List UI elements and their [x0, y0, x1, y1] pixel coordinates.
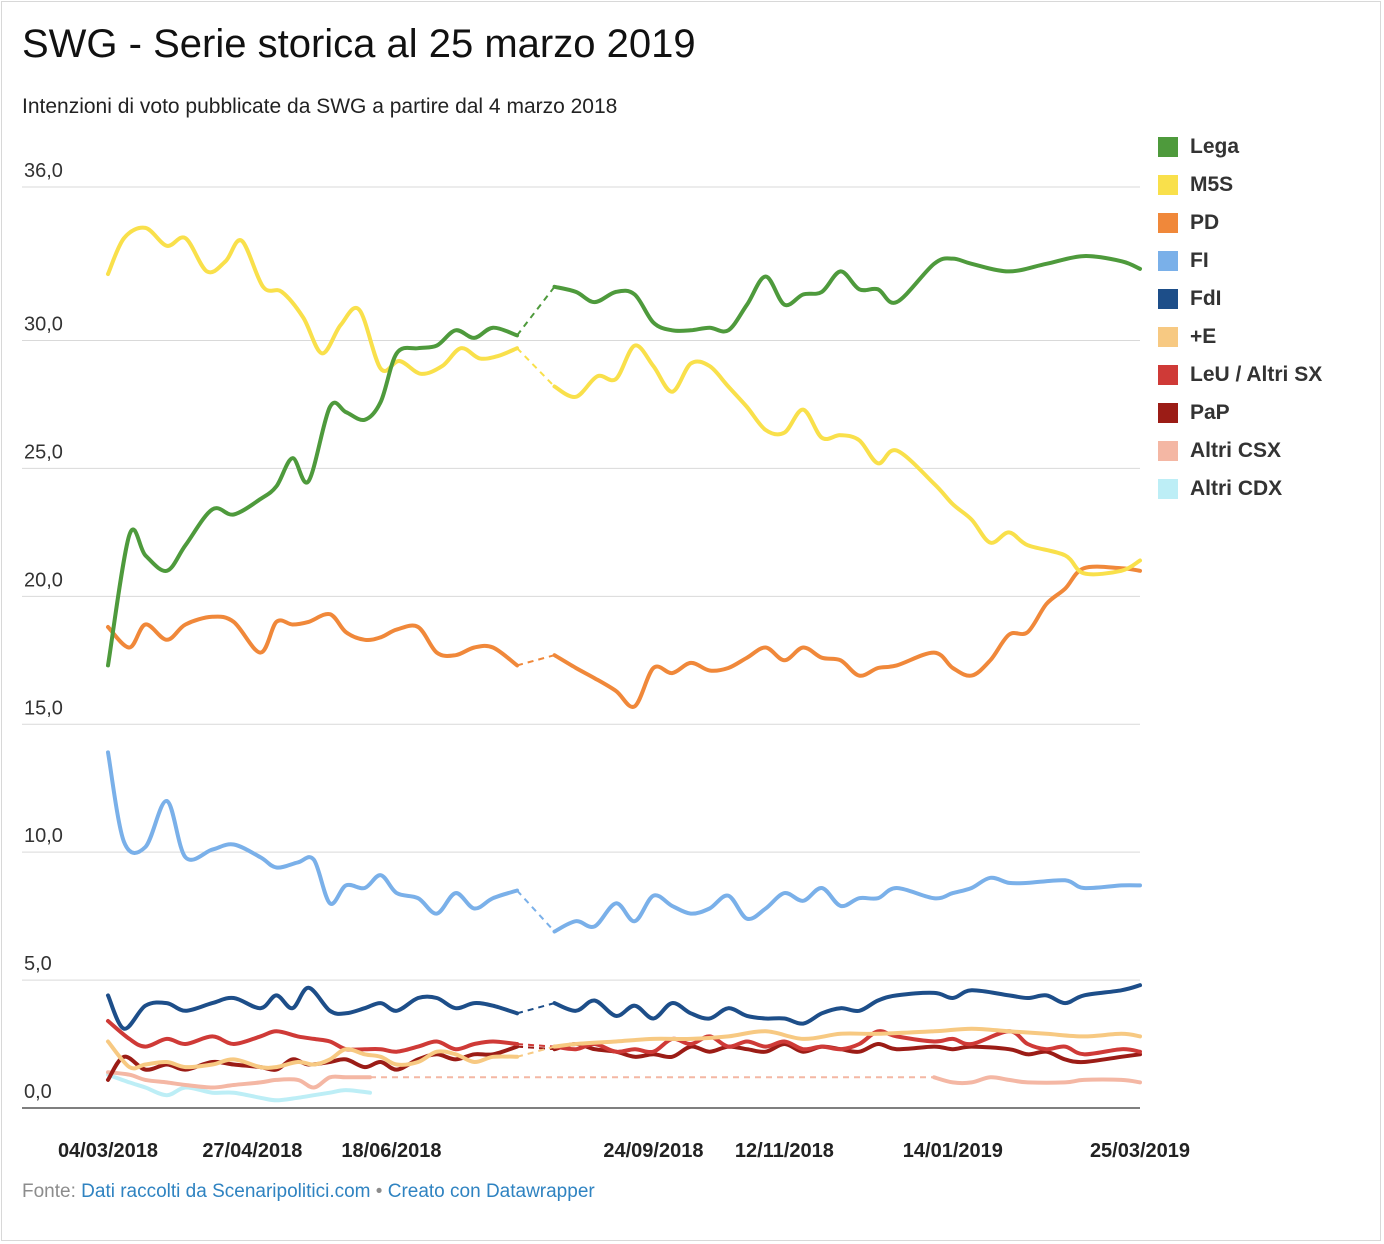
series-line — [552, 875, 1142, 934]
series-line — [106, 1070, 372, 1090]
legend-item: FdI — [1158, 280, 1322, 318]
legend-item: PaP — [1158, 394, 1322, 432]
series-line — [552, 254, 1142, 334]
legend-swatch — [1158, 403, 1178, 423]
x-tick-label: 25/03/2019 — [1090, 1140, 1190, 1162]
series-fdi — [106, 983, 1142, 1031]
series-line — [552, 1029, 1142, 1057]
series-line — [106, 1072, 372, 1103]
chart-subtitle: Intenzioni di voto pubblicate da SWG a p… — [22, 95, 618, 118]
series-altri-csx — [106, 1070, 1142, 1090]
legend-label: FdI — [1190, 287, 1222, 310]
datawrapper-link[interactable]: Creato con Datawrapper — [387, 1181, 595, 1202]
legend-swatch — [1158, 289, 1178, 309]
series-line — [106, 325, 520, 668]
legend-label: PaP — [1190, 401, 1230, 424]
legend-item: Altri CDX — [1158, 470, 1322, 508]
x-tick-label: 27/04/2018 — [202, 1140, 302, 1162]
footer-prefix: Fonte: — [22, 1181, 82, 1202]
legend-item: M5S — [1158, 166, 1322, 204]
x-tick-label: 04/03/2018 — [58, 1140, 158, 1162]
legend-label: PD — [1190, 211, 1220, 234]
y-tick-label: 5,0 — [24, 953, 52, 975]
series-line — [106, 750, 520, 916]
legend-swatch — [1158, 251, 1178, 271]
series-leu-altri-sx — [106, 1019, 1142, 1057]
legend-swatch — [1158, 327, 1178, 347]
series-line — [552, 983, 1142, 1026]
series-gap-dash — [516, 1002, 555, 1015]
series-gap-dash — [516, 1045, 555, 1058]
series--e — [106, 1026, 1142, 1071]
series-line — [106, 985, 520, 1031]
legend-item: PD — [1158, 204, 1322, 242]
series-line — [552, 1026, 1142, 1049]
x-axis-labels: 04/03/2018 27/04/2018 18/06/2018 24/09/2018… — [58, 1140, 1190, 1162]
series-line — [552, 343, 1142, 577]
series-line — [932, 1075, 1142, 1086]
source-link[interactable]: Dati raccolti da Scenaripolitici.com — [81, 1181, 371, 1202]
series-line — [106, 611, 520, 668]
y-tick-label: 15,0 — [24, 697, 63, 719]
legend-item: LeU / Altri SX — [1158, 356, 1322, 394]
grid-lines — [22, 186, 1140, 1109]
legend-swatch — [1158, 441, 1178, 461]
footer-separator: • — [370, 1181, 388, 1202]
x-tick-label: 12/11/2018 — [735, 1140, 834, 1162]
x-tick-label: 14/01/2019 — [903, 1140, 1003, 1162]
legend-label: Lega — [1190, 135, 1240, 158]
series-line — [552, 564, 1142, 709]
series-line — [106, 1019, 520, 1054]
series-fi — [106, 750, 1142, 934]
x-tick-label: 24/09/2018 — [603, 1140, 703, 1162]
series-m5s — [106, 225, 1142, 577]
y-axis-labels: 0,0 5,0 10,0 15,0 20,0 25,0 30,0 36,0 — [24, 160, 63, 1103]
series-gap-dash — [516, 347, 556, 388]
footer: Fonte: Dati raccolti da Scenaripolitici.… — [22, 1181, 595, 1203]
legend-swatch — [1158, 175, 1178, 195]
legend-label: Altri CSX — [1190, 439, 1282, 462]
y-tick-label: 10,0 — [24, 825, 63, 847]
y-tick-label: 30,0 — [24, 314, 63, 336]
series-gap-dash — [516, 889, 556, 933]
legend-item: +E — [1158, 318, 1322, 356]
y-tick-label: 0,0 — [24, 1081, 52, 1103]
legend-swatch — [1158, 479, 1178, 499]
series-altri-cdx — [106, 1072, 372, 1103]
series-line — [106, 225, 520, 376]
legend-swatch — [1158, 213, 1178, 233]
series-lega — [106, 254, 1142, 668]
y-tick-label: 25,0 — [24, 441, 63, 463]
legend-swatch — [1158, 137, 1178, 157]
series-pd — [106, 564, 1142, 709]
legend-label: M5S — [1190, 173, 1234, 196]
legend-label: Altri CDX — [1190, 477, 1283, 500]
chart-title: SWG - Serie storica al 25 marzo 2019 — [22, 22, 696, 66]
legend-swatch — [1158, 365, 1178, 385]
series-gap-dash — [516, 286, 556, 336]
legend: Lega M5S PD FI FdI +E LeU / Altri SX PaP Altri C… — [1158, 128, 1322, 508]
legend-item: Lega — [1158, 128, 1322, 166]
y-tick-label: 20,0 — [24, 569, 63, 591]
x-tick-label: 18/06/2018 — [341, 1140, 441, 1162]
legend-label: FI — [1190, 249, 1209, 272]
legend-item: Altri CSX — [1158, 432, 1322, 470]
legend-label: +E — [1190, 325, 1217, 348]
series-lines — [106, 225, 1142, 1103]
y-tick-label: 36,0 — [24, 160, 63, 182]
legend-item: FI — [1158, 242, 1322, 280]
series-gap-dash — [516, 654, 555, 667]
legend-label: LeU / Altri SX — [1190, 363, 1323, 386]
series-line — [106, 1039, 520, 1071]
